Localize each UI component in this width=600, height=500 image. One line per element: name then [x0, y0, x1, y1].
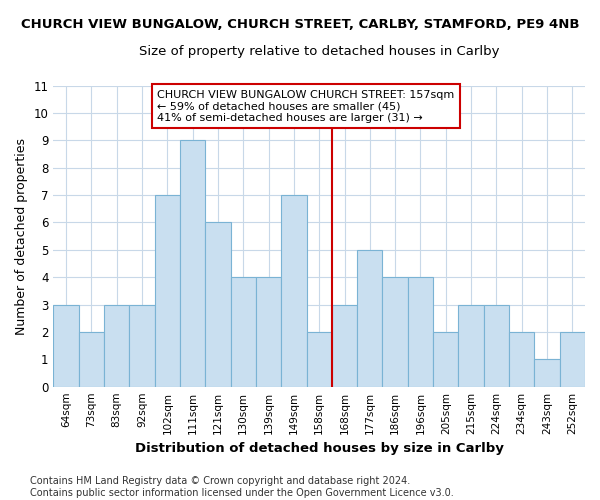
Y-axis label: Number of detached properties: Number of detached properties — [15, 138, 28, 334]
Bar — [307, 332, 332, 386]
Bar — [155, 195, 180, 386]
Bar — [281, 195, 307, 386]
Bar — [205, 222, 230, 386]
Text: CHURCH VIEW BUNGALOW, CHURCH STREET, CARLBY, STAMFORD, PE9 4NB: CHURCH VIEW BUNGALOW, CHURCH STREET, CAR… — [21, 18, 579, 30]
Bar — [560, 332, 585, 386]
Title: Size of property relative to detached houses in Carlby: Size of property relative to detached ho… — [139, 45, 499, 58]
Text: Contains HM Land Registry data © Crown copyright and database right 2024.
Contai: Contains HM Land Registry data © Crown c… — [30, 476, 454, 498]
Bar — [130, 304, 155, 386]
Bar — [332, 304, 357, 386]
Bar — [53, 304, 79, 386]
Bar — [458, 304, 484, 386]
X-axis label: Distribution of detached houses by size in Carlby: Distribution of detached houses by size … — [135, 442, 503, 455]
Bar — [180, 140, 205, 386]
Bar — [230, 277, 256, 386]
Bar — [433, 332, 458, 386]
Bar — [79, 332, 104, 386]
Bar — [357, 250, 382, 386]
Bar — [509, 332, 535, 386]
Text: CHURCH VIEW BUNGALOW CHURCH STREET: 157sqm
← 59% of detached houses are smaller : CHURCH VIEW BUNGALOW CHURCH STREET: 157s… — [157, 90, 454, 123]
Bar — [382, 277, 408, 386]
Bar — [484, 304, 509, 386]
Bar — [535, 360, 560, 386]
Bar — [256, 277, 281, 386]
Bar — [408, 277, 433, 386]
Bar — [104, 304, 130, 386]
